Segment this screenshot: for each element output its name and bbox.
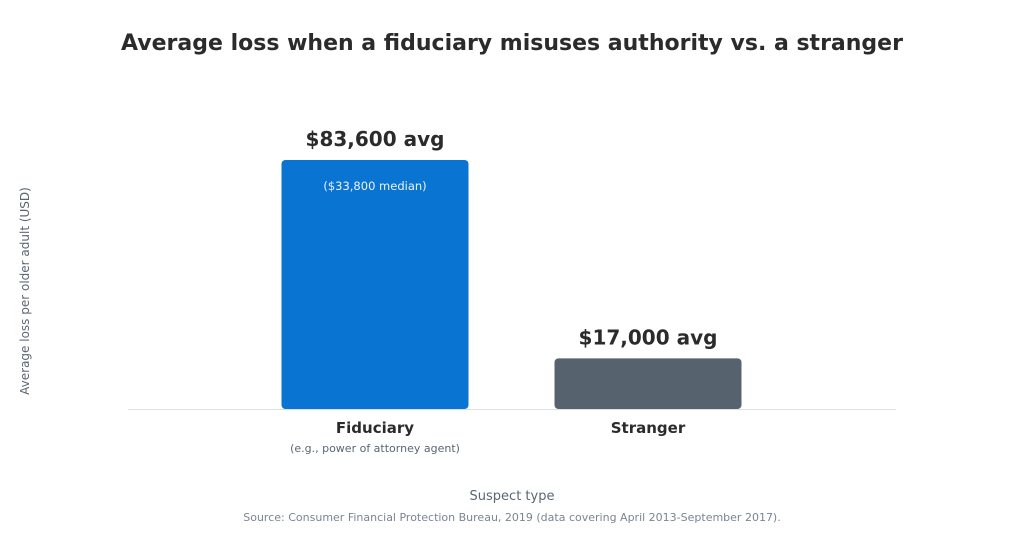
category-subtitle-fiduciary: (e.g., power of attorney agent) — [290, 442, 460, 455]
y-axis-label: Average loss per older adult (USD) — [18, 187, 32, 395]
bar-stranger — [554, 358, 742, 409]
chart-title: Average loss when a fiduciary misuses au… — [121, 31, 903, 56]
category-label-stranger: Stranger — [611, 419, 686, 437]
bar-fiduciary — [281, 159, 469, 409]
value-label-stranger: $17,000 avg — [579, 325, 718, 349]
source-note: Source: Consumer Financial Protection Bu… — [243, 511, 780, 524]
category-label-fiduciary: Fiduciary — [336, 419, 414, 437]
bars-group: $83,600 avg ($33,800 median) Fiduciary (e.g… — [281, 127, 742, 455]
median-label-fiduciary: ($33,800 median) — [323, 179, 426, 193]
value-label-fiduciary: $83,600 avg — [306, 127, 445, 151]
x-axis-label: Suspect type — [470, 489, 555, 504]
